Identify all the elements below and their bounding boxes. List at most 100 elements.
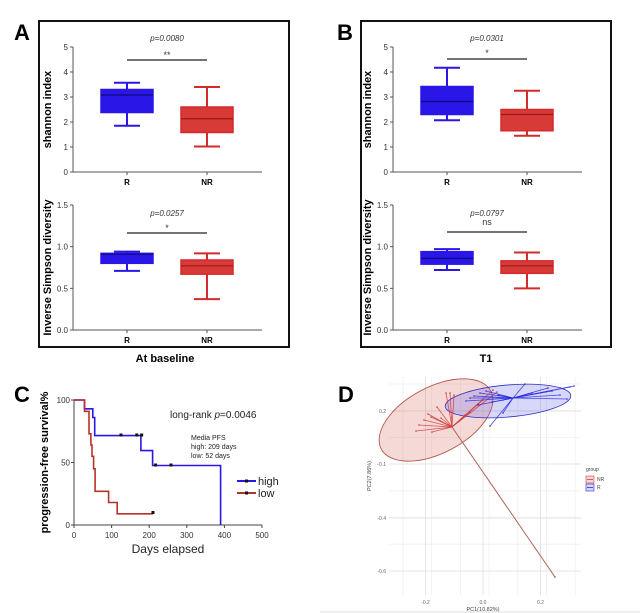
point-NR	[453, 394, 455, 396]
spoke-R	[465, 397, 514, 402]
x-tick-label: R	[124, 178, 130, 187]
median-pfs-note: high: 209 days	[191, 444, 237, 451]
legend-label-R: R	[597, 485, 601, 491]
y-tick-label: 4	[384, 68, 389, 77]
box-plot-0: 0 1 2 3 4 5 shannon index R NR p=0.0080 **	[42, 34, 262, 187]
point-R	[473, 395, 475, 397]
box-iqr	[100, 88, 154, 114]
y-tick-label: 0.2	[379, 409, 386, 415]
point-NR	[496, 391, 498, 393]
box-R	[100, 250, 154, 272]
significance-marker: **	[163, 50, 171, 60]
box-iqr	[180, 259, 234, 275]
box-NR	[500, 251, 554, 290]
point-NR	[431, 431, 433, 433]
y-tick-label: 1.5	[377, 201, 389, 210]
panel-b-frame	[360, 20, 612, 348]
point-NR-outlier	[554, 576, 556, 578]
p-value: p=0.0080	[149, 34, 184, 43]
y-tick-label: 1.5	[57, 201, 69, 210]
significance-marker: *	[165, 223, 169, 233]
y-tick-label: 1	[64, 143, 69, 152]
point-NR	[415, 430, 417, 432]
point-R	[497, 394, 499, 396]
x-tick-label: -0.2	[421, 600, 430, 606]
box-iqr	[500, 108, 554, 132]
point-R	[485, 390, 487, 392]
y-tick-label: 2	[384, 118, 389, 127]
y-axis-label: Inverse Simpson diversity	[362, 198, 374, 335]
censor-mark	[119, 433, 123, 437]
significance-marker: ns	[482, 217, 492, 227]
y-axis-label: shannon index	[42, 70, 54, 149]
y-tick-label: 5	[384, 43, 389, 52]
y-tick-label: -0.4	[377, 516, 386, 522]
x-tick-label: 300	[180, 531, 194, 540]
spoke-R	[512, 385, 575, 399]
spoke-R	[489, 397, 514, 427]
box-NR	[180, 252, 234, 301]
point-R	[524, 383, 526, 385]
x-tick-label: R	[124, 336, 130, 345]
point-NR	[423, 419, 425, 421]
y-axis-label: Inverse Simpson diversity	[42, 198, 54, 335]
y-tick-label: -0.6	[377, 569, 386, 575]
panel-a-subtitle: At baseline	[136, 353, 195, 365]
spoke-NR	[449, 392, 453, 428]
panel-label-d: D	[338, 382, 354, 407]
legend-marker-high	[245, 479, 248, 483]
survival-curve-low	[74, 399, 153, 515]
point-NR	[440, 417, 442, 419]
spoke-NR	[440, 417, 453, 428]
x-tick-label: R	[444, 336, 450, 345]
point-NR	[445, 392, 447, 394]
p-value: p=0.0301	[469, 34, 504, 43]
point-R	[502, 412, 504, 414]
median-pfs-note: Media PFS	[191, 435, 226, 442]
panel-label-b: B	[337, 20, 353, 45]
box-iqr	[420, 85, 474, 116]
y-tick-label: 3	[64, 93, 69, 102]
significance-marker: *	[485, 48, 489, 58]
spoke-NR	[415, 426, 453, 432]
logrank-annotation: long-rank p=0.0046	[170, 410, 257, 421]
point-R	[477, 404, 479, 406]
box-iqr	[180, 106, 234, 134]
censor-mark	[154, 463, 158, 467]
x-tick-label: 0.2	[537, 600, 544, 606]
spoke-NR	[430, 416, 453, 428]
censor-mark	[140, 433, 144, 437]
spoke-NR	[436, 406, 453, 428]
censor-mark	[135, 433, 139, 437]
point-NR	[427, 413, 429, 415]
y-tick-label: 5	[64, 43, 69, 52]
spoke-R	[512, 383, 526, 399]
x-tick-label: 500	[255, 531, 269, 540]
box-plot-2: 0 1 2 3 4 5 shannon index R NR p=0.0301 *	[362, 34, 582, 187]
x-tick-label: 400	[218, 531, 232, 540]
y-tick-label: 0.0	[57, 326, 69, 335]
box-iqr	[100, 252, 154, 265]
point-R	[547, 387, 549, 389]
legend-title: group	[586, 467, 599, 473]
point-R	[573, 385, 575, 387]
y-tick-label: 3	[384, 93, 389, 102]
y-tick-label: 4	[64, 68, 69, 77]
box-NR	[500, 89, 554, 137]
y-tick-label: 0	[66, 521, 71, 530]
y-tick-label: 1.0	[57, 243, 69, 252]
box-R	[420, 248, 474, 271]
x-tick-label: NR	[201, 178, 213, 187]
spoke-NR	[451, 389, 494, 428]
x-tick-label: 100	[105, 531, 119, 540]
y-axis-label: progression-free survival%	[39, 391, 51, 533]
point-NR	[492, 389, 494, 391]
spoke-NR	[451, 394, 455, 428]
x-tick-label: 0.0	[480, 600, 487, 606]
spoke-R	[477, 397, 514, 406]
p-value: p=0.0257	[149, 209, 184, 218]
y-tick-label: 1.0	[377, 243, 389, 252]
x-tick-label: R	[444, 178, 450, 187]
y-tick-label: 100	[57, 396, 71, 405]
